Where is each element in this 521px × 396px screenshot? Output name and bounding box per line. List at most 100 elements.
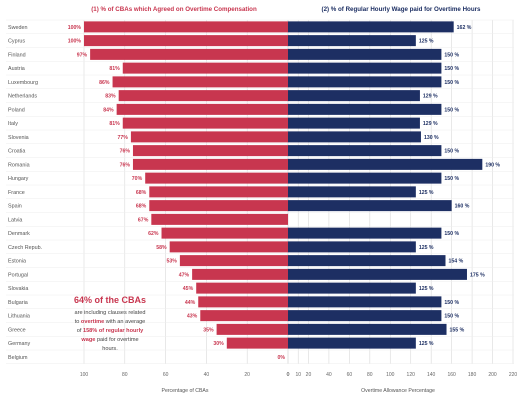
left-bar-series: 100% 100% 97% 81% 86% 83% 84% 81% 77% 76% 76% 70% 68… <box>68 21 289 361</box>
right-bar <box>288 323 447 335</box>
left-bar <box>216 323 288 335</box>
right-bar-label: 150 % <box>444 300 459 306</box>
left-bar <box>200 310 288 322</box>
category-label: Bulgaria <box>8 300 28 306</box>
right-bar <box>288 255 446 267</box>
right-bar <box>288 76 442 88</box>
right-tick-label: 220 <box>509 372 518 378</box>
left-bar-label: 43% <box>187 314 198 320</box>
category-label: Poland <box>8 107 25 113</box>
left-bar-label: 77% <box>118 135 129 141</box>
right-bar-label: 125 % <box>419 341 434 347</box>
left-bar-label: 76% <box>120 149 131 155</box>
left-bar <box>198 296 288 308</box>
right-bar-label: 150 % <box>444 231 459 237</box>
left-bar <box>192 268 288 280</box>
left-bar <box>132 145 288 157</box>
right-bar-series: 162 % 125 % 150 % 150 % 150 % 129 % 150 % 129 %… <box>288 21 500 349</box>
left-bar <box>149 200 288 212</box>
left-tick-label: 60 <box>163 372 169 378</box>
left-bar <box>90 48 289 60</box>
category-label: Austria <box>8 66 25 72</box>
left-bar <box>226 337 288 349</box>
right-bar-label: 150 % <box>444 149 459 155</box>
right-bar-label: 150 % <box>444 176 459 182</box>
right-tick-label: 40 <box>326 372 332 378</box>
left-bar-label: 76% <box>120 162 131 168</box>
right-bar-label: 125 % <box>419 286 434 292</box>
right-bar-label: 129 % <box>423 94 438 100</box>
left-title-text: (1) % of CBAs which Agreed on Overtime C… <box>91 6 257 13</box>
left-bar-label: 53% <box>166 259 177 265</box>
right-tick-label: 10 <box>295 372 301 378</box>
right-bar <box>288 268 467 280</box>
left-bar <box>84 21 288 33</box>
left-bar <box>196 282 288 294</box>
right-tick-label: 60 <box>347 372 353 378</box>
right-bar <box>288 117 420 129</box>
category-label: Portugal <box>8 272 28 278</box>
left-bar-label: 67% <box>138 217 149 223</box>
right-bar-label: 162 % <box>457 25 472 31</box>
callout-line-1: are including clauses related <box>75 310 146 316</box>
category-labels: Sweden Cyprus Finland Austria Luxembourg Neth… <box>8 25 42 361</box>
left-bar <box>132 158 288 170</box>
right-bar <box>288 21 454 33</box>
right-axis-title: Overtime Allowance Percentage <box>361 388 435 394</box>
callout-line-4: wage paid for overtime <box>80 337 138 343</box>
left-bar <box>118 90 289 102</box>
left-tick-label: 20 <box>244 372 250 378</box>
axis-tick-labels: 100 80 60 40 20 0 0 10 20 40 60 80 100 120 140 160 180 20… <box>80 372 518 378</box>
right-bar-label: 125 % <box>419 39 434 45</box>
right-bar <box>288 186 416 198</box>
left-chart-title: (1) % of CBAs which Agreed on Overtime C… <box>62 3 288 15</box>
category-label: Spain <box>8 204 22 210</box>
left-bar <box>151 213 288 225</box>
category-label: Italy <box>8 121 18 127</box>
left-bar-label: 62% <box>148 231 159 237</box>
left-bar-label: 68% <box>136 204 147 210</box>
left-bar-label: 100% <box>68 25 82 31</box>
category-label: Belgium <box>8 355 28 361</box>
right-tick-label: 100 <box>386 372 395 378</box>
right-tick-label: 20 <box>306 372 312 378</box>
left-bar <box>169 241 288 253</box>
right-bar <box>288 200 452 212</box>
callout-annotation: 64% of the CBAs are including clauses re… <box>74 295 146 352</box>
category-label: Greece <box>8 327 26 333</box>
left-bar-label: 97% <box>77 52 88 58</box>
category-label: France <box>8 190 25 196</box>
left-bar <box>149 186 288 198</box>
left-bar <box>112 76 288 88</box>
right-bar-label: 154 % <box>449 259 464 265</box>
right-bar <box>288 227 442 239</box>
left-axis-title: Percentage of CBAs <box>161 388 208 394</box>
left-bar-label: 44% <box>185 300 196 306</box>
right-bar-label: 130 % <box>424 135 439 141</box>
left-bar-label: 30% <box>213 341 224 347</box>
right-bar-label: 150 % <box>444 52 459 58</box>
left-bar-label: 0% <box>278 355 286 361</box>
right-bar-label: 190 % <box>485 162 500 168</box>
left-bar <box>145 172 288 184</box>
left-bar-label: 100% <box>68 39 82 45</box>
right-bar <box>288 158 483 170</box>
category-label: Denmark <box>8 231 30 237</box>
left-bar <box>116 103 288 115</box>
left-bar <box>122 62 288 74</box>
left-bar-label: 45% <box>183 286 194 292</box>
left-bar-label: 47% <box>179 272 190 278</box>
right-tick-label: 80 <box>367 372 373 378</box>
right-bar <box>288 172 442 184</box>
right-bar-label: 155 % <box>450 327 465 333</box>
category-label: Lithuania <box>8 314 30 320</box>
right-bar-label: 160 % <box>455 204 470 210</box>
right-bar <box>288 131 421 143</box>
left-bar-label: 83% <box>105 94 116 100</box>
left-bar <box>130 131 288 143</box>
right-tick-label: 200 <box>488 372 497 378</box>
category-label: Slovenia <box>8 135 29 141</box>
callout-headline: 64% of the CBAs <box>74 295 146 305</box>
left-bar <box>122 117 288 129</box>
left-tick-label: 100 <box>80 372 89 378</box>
